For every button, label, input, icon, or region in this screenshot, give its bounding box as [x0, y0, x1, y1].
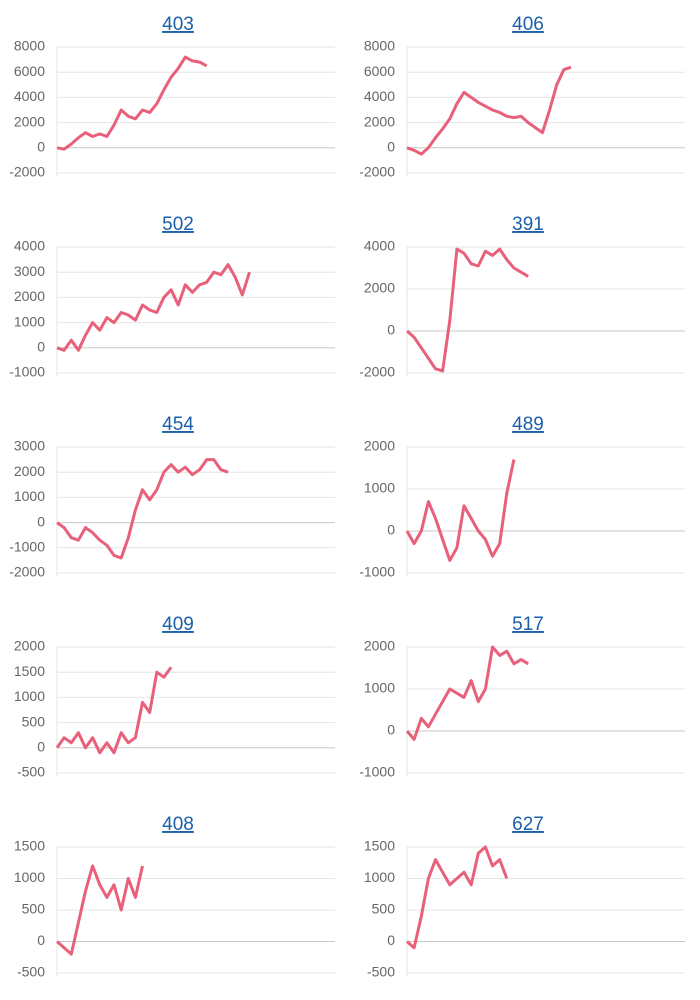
- y-tick-label: -1000: [359, 764, 395, 780]
- y-tick-label: 2000: [364, 638, 395, 654]
- y-tick-label: -500: [367, 964, 395, 980]
- chart: 406 -2000 0 2000 4000 6000 8000: [359, 14, 685, 180]
- y-tick-label: 1000: [364, 680, 395, 696]
- chart: 409 -500 0 500 1000 1500 2000: [14, 614, 335, 780]
- y-tick-label: -500: [17, 964, 45, 980]
- chart-title[interactable]: 391: [512, 214, 544, 235]
- chart-title[interactable]: 454: [162, 414, 194, 435]
- chart-title[interactable]: 502: [162, 214, 194, 235]
- chart-title[interactable]: 517: [512, 614, 544, 635]
- y-tick-label: 2000: [364, 280, 395, 296]
- chart: 502 -1000 0 1000 2000 3000 4000: [9, 214, 335, 380]
- y-tick-label: 1500: [14, 663, 45, 679]
- chart-title[interactable]: 408: [162, 814, 194, 835]
- y-tick-label: 1000: [14, 869, 45, 885]
- chart: 408 -500 0 500 1000 1500: [14, 814, 335, 980]
- y-tick-label: 2000: [14, 638, 45, 654]
- y-tick-label: 0: [37, 139, 45, 155]
- y-tick-label: 8000: [14, 38, 45, 54]
- y-tick-label: 500: [372, 901, 396, 917]
- y-tick-label: 1500: [14, 838, 45, 854]
- series-line: [406, 65, 572, 156]
- series-line: [405, 645, 529, 741]
- y-tick-label: 1000: [364, 869, 395, 885]
- y-tick-label: 500: [22, 901, 46, 917]
- y-tick-label: 2000: [14, 288, 45, 304]
- y-tick-label: -1000: [359, 564, 395, 580]
- y-tick-label: 0: [37, 513, 45, 529]
- y-tick-label: 2000: [14, 113, 45, 129]
- y-tick-label: -2000: [9, 164, 45, 180]
- y-tick-label: -2000: [9, 564, 45, 580]
- y-tick-label: -500: [17, 764, 45, 780]
- chart: 403 -2000 0 2000 4000 6000 8000: [9, 14, 335, 180]
- series-line: [56, 263, 251, 352]
- chart-title[interactable]: 406: [512, 14, 544, 35]
- y-tick-label: 2000: [14, 463, 45, 479]
- series-line: [406, 845, 509, 950]
- y-tick-label: -1000: [9, 364, 45, 380]
- y-tick-label: 0: [387, 322, 395, 338]
- chart: 454 -2000 -1000 0 1000 2000 3000: [9, 414, 335, 580]
- y-tick-label: 0: [387, 722, 395, 738]
- y-tick-label: 2000: [364, 113, 395, 129]
- y-tick-label: 8000: [364, 38, 395, 54]
- y-tick-label: 1500: [364, 838, 395, 854]
- y-tick-label: 6000: [364, 63, 395, 79]
- y-tick-label: 500: [22, 713, 46, 729]
- y-tick-label: 4000: [14, 88, 45, 104]
- y-tick-label: 0: [387, 932, 395, 948]
- chart: 517 -1000 0 1000 2000: [359, 614, 685, 780]
- y-tick-label: 1000: [14, 488, 45, 504]
- y-tick-label: 1000: [14, 313, 45, 329]
- y-tick-label: -2000: [359, 364, 395, 380]
- chart: 391 -2000 0 2000 4000: [359, 214, 685, 380]
- y-tick-label: 1000: [364, 480, 395, 496]
- y-tick-label: 0: [387, 139, 395, 155]
- chart-title[interactable]: 627: [512, 814, 544, 835]
- y-tick-label: -1000: [9, 539, 45, 555]
- y-tick-label: 0: [37, 739, 45, 755]
- chart: 489 -1000 0 1000 2000: [359, 414, 685, 580]
- y-tick-label: 0: [387, 522, 395, 538]
- y-tick-label: 2000: [364, 438, 395, 454]
- series-line: [56, 55, 208, 151]
- chart: 627 -500 0 500 1000 1500: [364, 814, 685, 980]
- series-line: [405, 459, 516, 562]
- y-tick-label: 4000: [364, 238, 395, 254]
- y-tick-label: 6000: [14, 63, 45, 79]
- chart-title[interactable]: 489: [512, 414, 544, 435]
- y-tick-label: -2000: [359, 164, 395, 180]
- series-line: [56, 458, 229, 560]
- y-tick-label: 0: [37, 932, 45, 948]
- chart-title[interactable]: 409: [162, 614, 194, 635]
- y-tick-label: 1000: [14, 688, 45, 704]
- y-tick-label: 4000: [14, 238, 45, 254]
- y-tick-label: 0: [37, 339, 45, 355]
- chart-title[interactable]: 403: [162, 14, 194, 35]
- series-line: [55, 666, 173, 755]
- series-line: [406, 247, 529, 373]
- series-line: [56, 864, 144, 956]
- y-tick-label: 3000: [14, 263, 45, 279]
- y-tick-label: 4000: [364, 88, 395, 104]
- y-tick-label: 3000: [14, 438, 45, 454]
